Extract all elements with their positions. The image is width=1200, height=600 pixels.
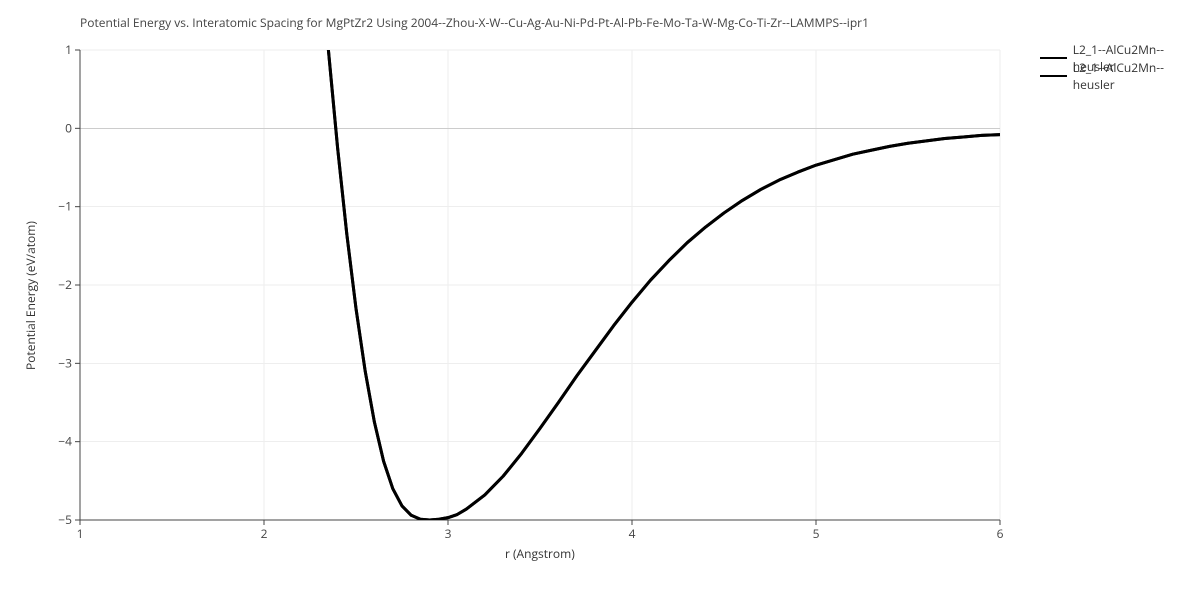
y-tick-label: 1 <box>65 41 72 58</box>
x-tick-label: 3 <box>445 525 452 542</box>
legend-item[interactable]: L2_1--AlCu2Mn--heusler <box>1040 68 1200 84</box>
legend-swatch <box>1040 57 1067 59</box>
y-tick-label: −1 <box>58 198 72 215</box>
x-tick-label: 2 <box>261 525 268 542</box>
legend-label: L2_1--AlCu2Mn--heusler <box>1073 59 1200 93</box>
y-tick-label: 0 <box>65 119 72 136</box>
x-tick-label: 5 <box>813 525 820 542</box>
y-tick-label: −5 <box>58 511 72 528</box>
chart-root: Potential Energy vs. Interatomic Spacing… <box>0 0 1200 600</box>
legend-swatch <box>1040 75 1067 77</box>
x-tick-label: 1 <box>77 525 84 542</box>
legend[interactable]: L2_1--AlCu2Mn--heuslerL2_1--AlCu2Mn--heu… <box>1040 50 1200 86</box>
x-tick-label: 6 <box>997 525 1004 542</box>
y-tick-label: −2 <box>58 276 72 293</box>
x-tick-label: 4 <box>629 525 636 542</box>
y-tick-label: −3 <box>58 354 72 371</box>
plot-area[interactable]: 1 2 3 4 5 6 −5 −4 −3 −2 −1 0 1 <box>0 0 1200 600</box>
y-tick-label: −4 <box>58 433 72 450</box>
